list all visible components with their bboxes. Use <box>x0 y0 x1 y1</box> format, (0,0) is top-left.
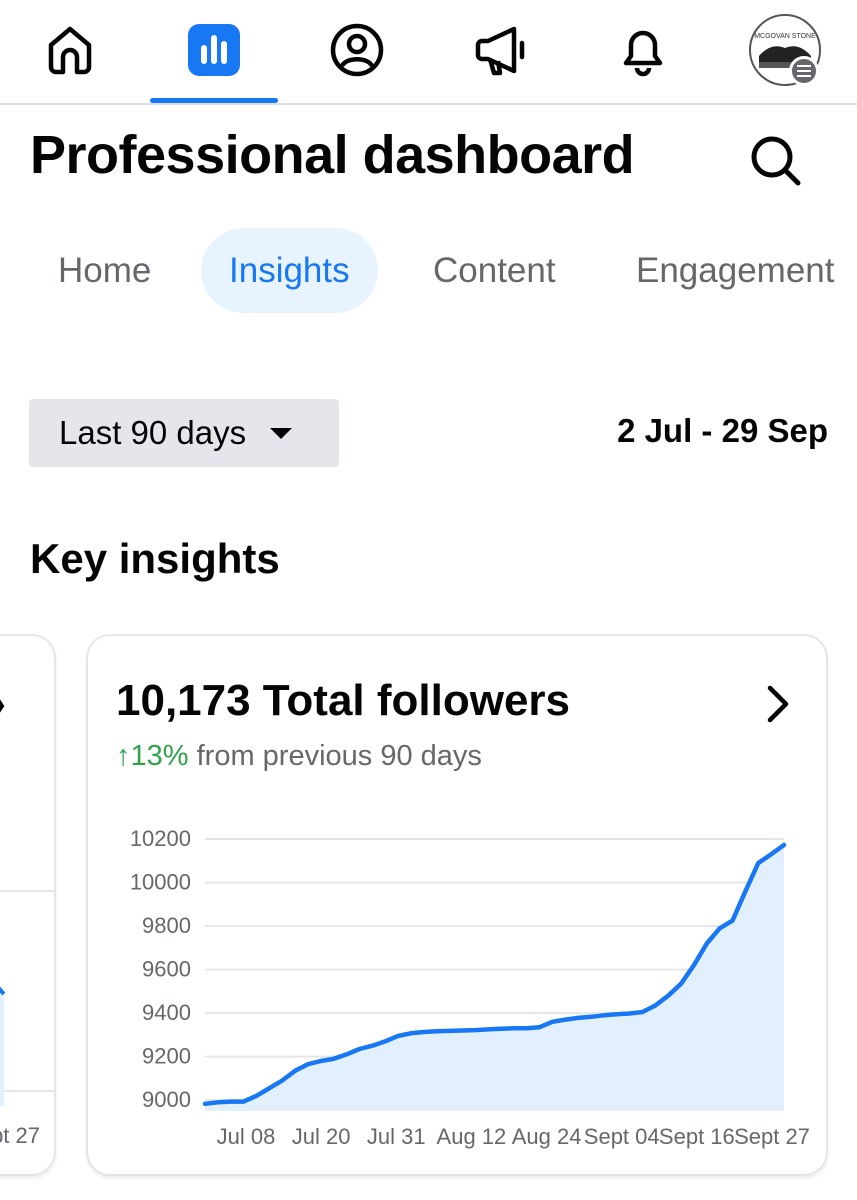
left-card-x-label: Sept 27 <box>0 1123 40 1148</box>
x-tick-label: Sept 04 <box>584 1124 660 1149</box>
x-tick-label: Aug 12 <box>437 1124 507 1149</box>
nav-profile-button[interactable] <box>321 14 393 86</box>
card-subtitle: ↑13% from previous 90 days <box>116 740 482 773</box>
previous-insight-card[interactable]: Sept 27 <box>0 636 54 1174</box>
section-title: Key insights <box>30 535 280 582</box>
previous-card-preview: Sept 27 <box>0 699 54 1148</box>
x-tick-label: Sept 27 <box>734 1124 810 1149</box>
date-filter-label: Last 90 days <box>59 414 247 451</box>
bell-icon <box>623 30 663 77</box>
card-title: 10,173 Total followers <box>116 676 571 725</box>
series-line <box>202 842 787 1107</box>
y-tick-label: 9400 <box>142 1000 191 1025</box>
date-filter-dropdown[interactable]: Last 90 days <box>29 399 339 467</box>
active-tab-indicator <box>150 98 278 103</box>
tab-home[interactable]: Home <box>58 251 152 290</box>
nav-notifications-button[interactable] <box>607 14 679 86</box>
y-tick-label: 10200 <box>130 826 191 851</box>
nav-ads-button[interactable] <box>464 14 536 86</box>
svg-text:MCGOVAN STONE: MCGOVAN STONE <box>754 33 816 40</box>
y-tick-label: 9600 <box>142 957 191 982</box>
y-tick-label: 9000 <box>142 1087 191 1112</box>
change-text: from previous 90 days <box>188 740 482 772</box>
megaphone-icon <box>475 26 525 76</box>
profile-icon <box>330 23 384 77</box>
total-followers-card[interactable]: 10,173 Total followers ↑13% from previou… <box>88 636 826 1174</box>
search-button[interactable] <box>740 125 812 197</box>
date-range-text: 2 Jul - 29 Sep <box>617 412 828 449</box>
home-icon <box>48 26 92 75</box>
chevron-right-icon[interactable] <box>758 682 798 726</box>
page-title: Professional dashboard <box>30 125 635 185</box>
top-nav-bar: MCGOVAN STONE <box>0 0 857 105</box>
search-icon <box>751 136 801 186</box>
account-menu-button[interactable] <box>789 56 819 86</box>
tab-insights[interactable]: Insights <box>201 228 378 313</box>
x-tick-label: Aug 24 <box>512 1124 582 1149</box>
menu-icon <box>797 65 811 77</box>
series-area <box>205 844 784 1111</box>
y-tick-label: 9800 <box>142 913 191 938</box>
tab-engagement[interactable]: Engagement <box>636 251 835 290</box>
y-tick-label: 9200 <box>142 1044 191 1069</box>
chevron-right-icon <box>0 699 5 713</box>
change-value: ↑13% <box>116 740 189 772</box>
insights-icon <box>188 24 240 76</box>
y-tick-label: 10000 <box>130 870 191 895</box>
caret-down-icon <box>270 427 293 439</box>
nav-home-button[interactable] <box>34 14 106 86</box>
x-tick-label: Jul 08 <box>217 1124 276 1149</box>
x-tick-label: Sept 16 <box>659 1124 735 1149</box>
x-tick-label: Jul 20 <box>292 1124 351 1149</box>
x-tick-label: Jul 31 <box>367 1124 426 1149</box>
nav-insights-button[interactable] <box>178 14 250 86</box>
tab-content[interactable]: Content <box>433 251 556 290</box>
